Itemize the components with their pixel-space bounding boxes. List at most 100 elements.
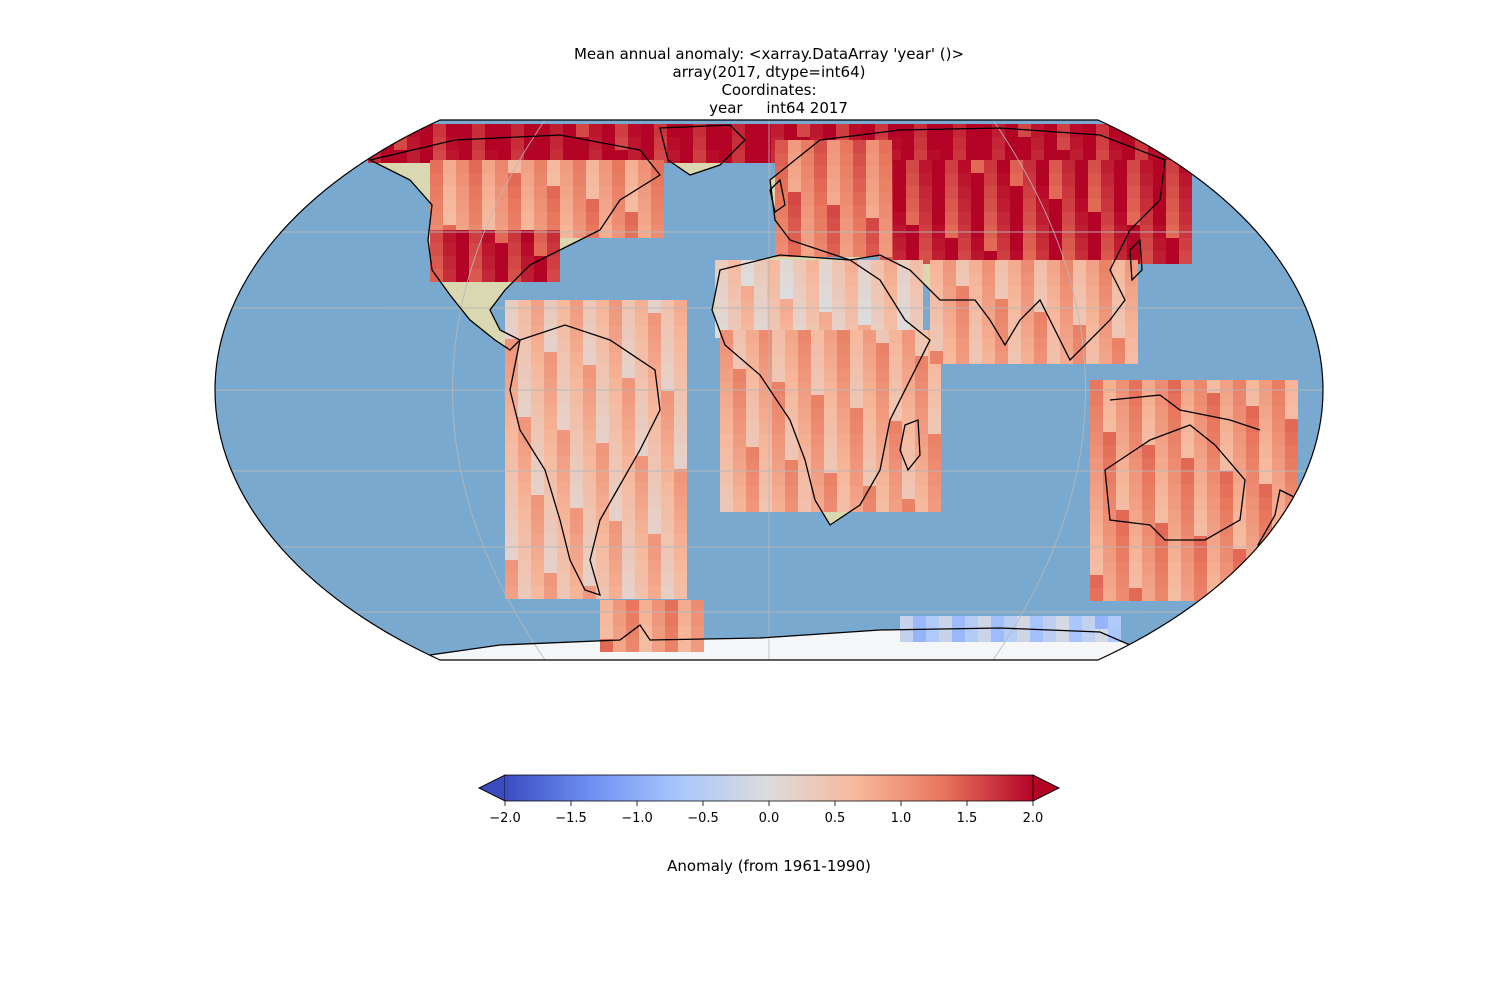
anomaly-cell (1112, 312, 1125, 325)
anomaly-cell (1233, 562, 1246, 575)
anomaly-cell (902, 343, 915, 356)
anomaly-cell (767, 299, 780, 312)
anomaly-cell (505, 573, 518, 586)
anomaly-cell (626, 639, 639, 652)
anomaly-cell (456, 160, 469, 173)
anomaly-cell (746, 473, 759, 486)
anomaly-cell (1086, 325, 1099, 338)
anomaly-cell (915, 421, 928, 434)
anomaly-cell (661, 560, 674, 573)
anomaly-cell (720, 473, 733, 486)
anomaly-cell (819, 260, 832, 273)
anomaly-cell (1142, 445, 1155, 458)
anomaly-cell (1088, 199, 1101, 212)
anomaly-cell (599, 199, 612, 212)
anomaly-cell (906, 225, 919, 238)
anomaly-cell (720, 447, 733, 460)
anomaly-cell (570, 378, 583, 391)
anomaly-cell (733, 408, 746, 421)
anomaly-cell (495, 230, 508, 243)
anomaly-cell (665, 600, 678, 613)
colorbar-tick-label: −2.0 (489, 811, 521, 826)
anomaly-cell (788, 205, 801, 218)
anomaly-cell (1140, 238, 1153, 251)
anomaly-cell (798, 421, 811, 434)
anomaly-cell (531, 495, 544, 508)
anomaly-cell (674, 352, 687, 365)
anomaly-cell (648, 378, 661, 391)
anomaly-cell (1090, 497, 1103, 510)
anomaly-cell (635, 391, 648, 404)
anomaly-cell (858, 273, 871, 286)
anomaly-cell (956, 260, 969, 273)
anomaly-cell (772, 473, 785, 486)
anomaly-cell (498, 124, 511, 137)
anomaly-cell (928, 369, 941, 382)
anomaly-cell (622, 547, 635, 560)
anomaly-cell (557, 352, 570, 365)
anomaly-cell (771, 124, 784, 137)
anomaly-cell (596, 365, 609, 378)
anomaly-cell (1021, 351, 1034, 364)
anomaly-cell (785, 499, 798, 512)
anomaly-cell (1116, 523, 1129, 536)
anomaly-cell (772, 343, 785, 356)
anomaly-cell (837, 434, 850, 447)
anomaly-cell (583, 339, 596, 352)
anomaly-cell (971, 199, 984, 212)
anomaly-cell (1099, 260, 1112, 273)
anomaly-cell (1142, 484, 1155, 497)
anomaly-cell (788, 218, 801, 231)
anomaly-cell (661, 547, 674, 560)
anomaly-cell (635, 456, 648, 469)
anomaly-cell (495, 160, 508, 173)
anomaly-cell (521, 269, 534, 282)
anomaly-cell (557, 547, 570, 560)
anomaly-cell (485, 137, 498, 150)
anomaly-cell (1155, 562, 1168, 575)
anomaly-cell (518, 352, 531, 365)
anomaly-cell (596, 534, 609, 547)
anomaly-cell (1233, 510, 1246, 523)
anomaly-cell (1259, 380, 1272, 393)
anomaly-cell (1103, 458, 1116, 471)
anomaly-cell (648, 326, 661, 339)
anomaly-cell (746, 434, 759, 447)
anomaly-cell (745, 150, 758, 163)
anomaly-cell (531, 378, 544, 391)
anomaly-cell (889, 486, 902, 499)
anomaly-cell (850, 369, 863, 382)
anomaly-cell (876, 447, 889, 460)
anomaly-cell (586, 199, 599, 212)
anomaly-cell (557, 495, 570, 508)
anomaly-cell (1049, 186, 1062, 199)
anomaly-cell (680, 124, 693, 137)
anomaly-cell (1101, 173, 1114, 186)
anomaly-cell (652, 626, 665, 639)
anomaly-cell (652, 600, 665, 613)
anomaly-cell (889, 382, 902, 395)
anomaly-cell (1031, 150, 1044, 163)
anomaly-cell (1207, 419, 1220, 432)
anomaly-cell (945, 199, 958, 212)
anomaly-cell (767, 312, 780, 325)
anomaly-cell (1285, 549, 1298, 562)
anomaly-cell (547, 160, 560, 173)
anomaly-cell (1008, 312, 1021, 325)
anomaly-cell (547, 173, 560, 186)
anomaly-cell (622, 456, 635, 469)
anomaly-cell (674, 313, 687, 326)
anomaly-cell (969, 325, 982, 338)
anomaly-cell (495, 256, 508, 269)
anomaly-cell (1181, 484, 1194, 497)
colorbar-tick-label: 1.5 (957, 811, 978, 826)
anomaly-cell (1103, 445, 1116, 458)
anomaly-cell (733, 369, 746, 382)
anomaly-cell (622, 534, 635, 547)
anomaly-cell (759, 408, 772, 421)
anomaly-cell (1116, 575, 1129, 588)
anomaly-cell (913, 616, 926, 629)
anomaly-cell (1114, 160, 1127, 173)
anomaly-cell (759, 395, 772, 408)
anomaly-cell (622, 586, 635, 599)
